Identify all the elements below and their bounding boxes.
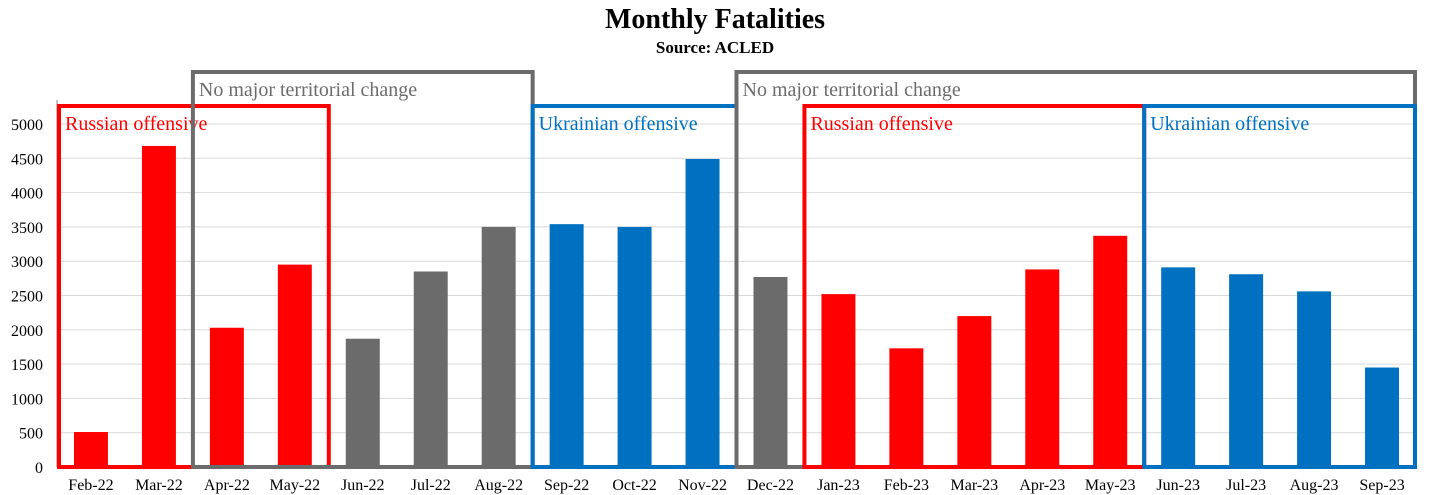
x-tick-label: Aug-23 <box>1290 477 1339 494</box>
y-tick-label: 0 <box>35 460 43 477</box>
x-tick-label: Aug-22 <box>474 477 523 494</box>
bar-jul-23 <box>1229 274 1264 467</box>
x-tick-label: Feb-23 <box>884 477 929 494</box>
bar-aug-22 <box>481 226 516 467</box>
y-tick-label: 4500 <box>11 151 43 168</box>
bar-may-22 <box>277 264 312 467</box>
bar-apr-23 <box>1025 269 1060 467</box>
y-tick-label: 3500 <box>11 220 43 237</box>
y-tick-label: 1000 <box>11 391 43 408</box>
x-tick-label: Apr-23 <box>1019 477 1065 494</box>
y-tick-label: 2000 <box>11 323 43 340</box>
bar-may-23 <box>1093 235 1128 467</box>
y-tick-label: 1500 <box>11 357 43 374</box>
x-tick-label: May-23 <box>1085 477 1136 494</box>
x-tick-label: Jul-22 <box>411 477 451 494</box>
x-tick-label: Nov-22 <box>678 477 727 494</box>
annotation-label-russian: Russian offensive <box>810 113 953 135</box>
bar-apr-22 <box>209 327 244 467</box>
x-tick-label: Jul-23 <box>1226 477 1266 494</box>
annotation-label-none: No major territorial change <box>199 79 417 101</box>
bar-nov-22 <box>685 158 720 467</box>
bar-jan-23 <box>821 294 856 467</box>
annotation-label-ukrainian: Ukrainian offensive <box>1150 113 1309 135</box>
x-tick-label: Jun-22 <box>341 477 385 494</box>
x-tick-label: Jun-23 <box>1156 477 1200 494</box>
y-tick-label: 2500 <box>11 289 43 306</box>
annotation-label-none: No major territorial change <box>743 79 961 101</box>
annotation-label-russian: Russian offensive <box>65 113 208 135</box>
x-tick-label: Oct-22 <box>612 477 656 494</box>
x-tick-label: Mar-23 <box>950 477 998 494</box>
annotation-label-ukrainian: Ukrainian offensive <box>539 113 698 135</box>
x-tick-label: Feb-22 <box>68 477 113 494</box>
bar-mar-22 <box>141 145 176 467</box>
annotation-box-ukrainian <box>1142 104 1417 469</box>
bar-mar-23 <box>957 316 992 467</box>
bar-jun-22 <box>345 338 380 467</box>
bar-jul-22 <box>413 271 448 467</box>
x-tick-label: May-22 <box>269 477 320 494</box>
x-tick-label: Sep-22 <box>544 477 589 494</box>
bar-oct-22 <box>617 226 652 467</box>
x-tick-label: Mar-22 <box>135 477 183 494</box>
bar-feb-22 <box>73 432 108 467</box>
y-tick-label: 500 <box>19 426 43 443</box>
chart-title: Monthly Fatalities <box>604 4 826 35</box>
x-tick-label: Jan-23 <box>817 477 860 494</box>
bar-dec-22 <box>753 276 788 467</box>
y-tick-label: 3000 <box>11 254 43 271</box>
bar-feb-23 <box>889 348 924 467</box>
x-tick-label: Dec-22 <box>747 477 794 494</box>
x-tick-label: Apr-22 <box>204 477 250 494</box>
bar-jun-23 <box>1161 267 1196 467</box>
bar-sep-23 <box>1365 367 1400 467</box>
y-tick-label: 4000 <box>11 186 43 203</box>
bar-aug-23 <box>1297 291 1332 467</box>
x-tick-label: Sep-23 <box>1359 477 1404 494</box>
chart-subtitle: Source: ACLED <box>655 38 775 57</box>
bar-sep-22 <box>549 224 584 467</box>
y-tick-label: 5000 <box>11 117 43 134</box>
